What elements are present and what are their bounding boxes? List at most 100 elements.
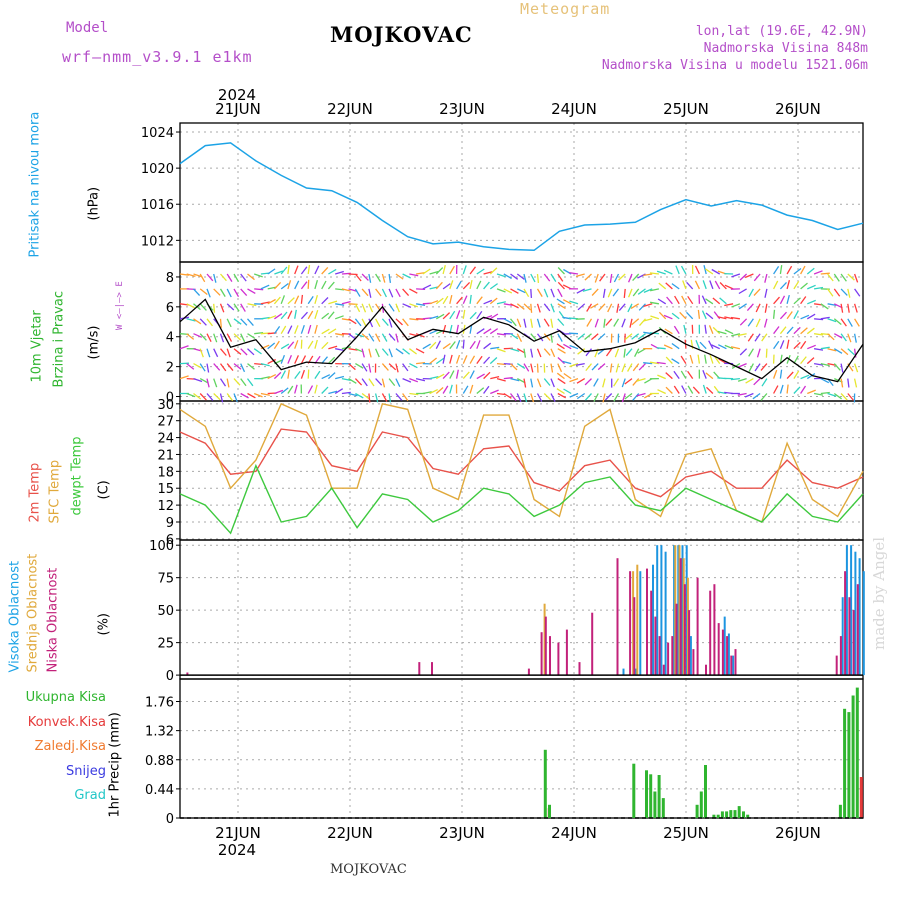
wind-arrow [703,265,707,275]
wind-arrow [469,279,473,290]
wind-arrow [233,363,242,370]
day-label-bottom: 24JUN [551,824,597,842]
wind-arrow [793,267,802,275]
wind-arrow [576,288,586,294]
wind-arrow [510,273,519,280]
wind-arrow [675,265,680,275]
wind-arrow [753,273,761,282]
wind-arrow [557,303,566,310]
wind-arrow [328,328,337,335]
wind-arrow [220,273,227,282]
wind-arrow [368,288,372,298]
wind-arrow [442,295,449,305]
wind-arrow [489,297,498,305]
wind-arrow [853,363,859,373]
wind-arrow [409,392,419,396]
wind-arrow [368,273,372,283]
wind-arrow [730,377,740,381]
wind-arrow [395,348,404,355]
data-bar [660,545,663,676]
wind-arrow [820,391,830,395]
wind-arrow [624,378,633,385]
wind-arrow [663,269,673,275]
wind-arrow [814,333,824,336]
wind-arrow [496,273,506,278]
wind-arrow [476,268,485,275]
wind-arrow [375,288,382,297]
wind-arrow [462,265,467,275]
wind-arrow [226,288,232,298]
data-bar [686,577,689,676]
wind-arrow [503,377,513,380]
wind-arrow [267,298,276,305]
wind-arrow [714,280,721,290]
wind-arrow [335,303,345,306]
wind-arrow [602,378,606,388]
data-bar [729,810,733,818]
wind-arrow [361,392,370,400]
wind-arrow [755,318,761,328]
wind-arrow [711,268,721,275]
wind-arrow [435,281,443,290]
wind-arrow [476,280,482,290]
wind-arrow [496,333,507,336]
wind-arrow [462,295,468,305]
wind-arrow [402,303,412,308]
wind-arrow [557,318,565,326]
wind-arrow [233,303,240,312]
wind-arrow [704,354,707,364]
wind-arrow [503,273,512,280]
data-bar [548,804,551,818]
wind-arrow [847,333,852,343]
wind-arrow [240,392,249,399]
wind-arrow [280,370,286,379]
wind-arrow [388,348,393,358]
wind-arrow [361,363,368,372]
wind-arrow [683,324,687,334]
wind-arrow [199,348,204,358]
wind-arrow [820,303,829,310]
data-bar [549,636,551,676]
wind-arrow [746,303,754,312]
wind-arrow [388,333,396,341]
wind-arrow [226,303,235,311]
wind-arrow [402,273,411,279]
wind-arrow [483,299,493,305]
wind-arrow [556,388,565,395]
wind-arrow [476,296,483,305]
wind-arrow [503,392,512,399]
wind-arrow [213,333,218,343]
wind-arrow [226,333,233,342]
wind-arrow [664,328,673,335]
wind-arrow [536,363,539,373]
wind-arrow [193,392,202,400]
wind-arrow [724,303,734,307]
data-bar [654,616,657,676]
series-line [179,428,864,498]
wind-arrow [599,273,606,282]
wind-arrow [744,392,754,398]
day-label-bottom: 21JUN [215,824,261,842]
wind-arrow [679,311,687,320]
wind-arrow [348,392,358,397]
wind-arrow [287,355,292,364]
wind-arrow [455,369,459,379]
wind-arrow [226,318,232,328]
wind-arrow [219,303,225,313]
wind-arrow [469,311,477,320]
wind-arrow [476,340,481,349]
wind-arrow [632,378,640,386]
wind-arrow [314,280,319,290]
day-label-top: 23JUN [439,100,485,118]
wind-arrow [638,363,646,371]
wind-arrow [476,373,485,380]
wind-arrow [630,303,640,310]
wind-arrow [586,303,593,312]
wind-arrow [287,341,295,350]
wind-arrow [273,340,280,350]
wind-arrow [469,266,477,275]
wind-arrow [503,288,513,294]
wind-arrow [253,392,263,398]
data-bar [709,590,712,676]
wind-arrow [361,378,368,387]
